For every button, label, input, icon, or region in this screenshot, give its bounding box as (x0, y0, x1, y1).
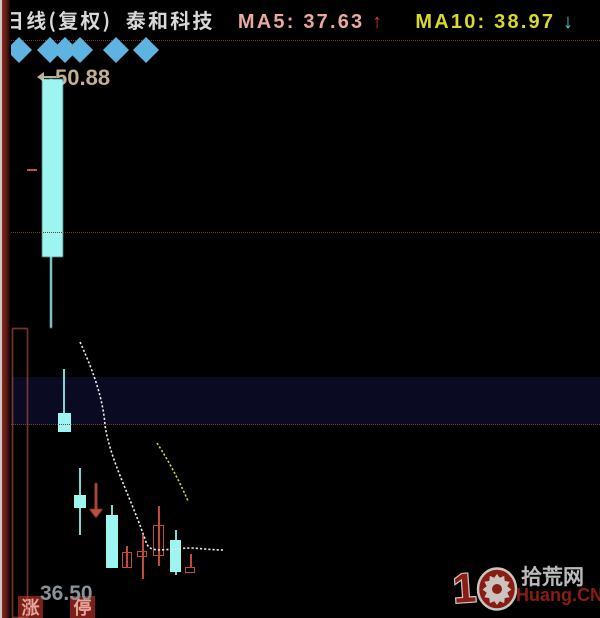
svg-text:1: 1 (453, 564, 477, 611)
